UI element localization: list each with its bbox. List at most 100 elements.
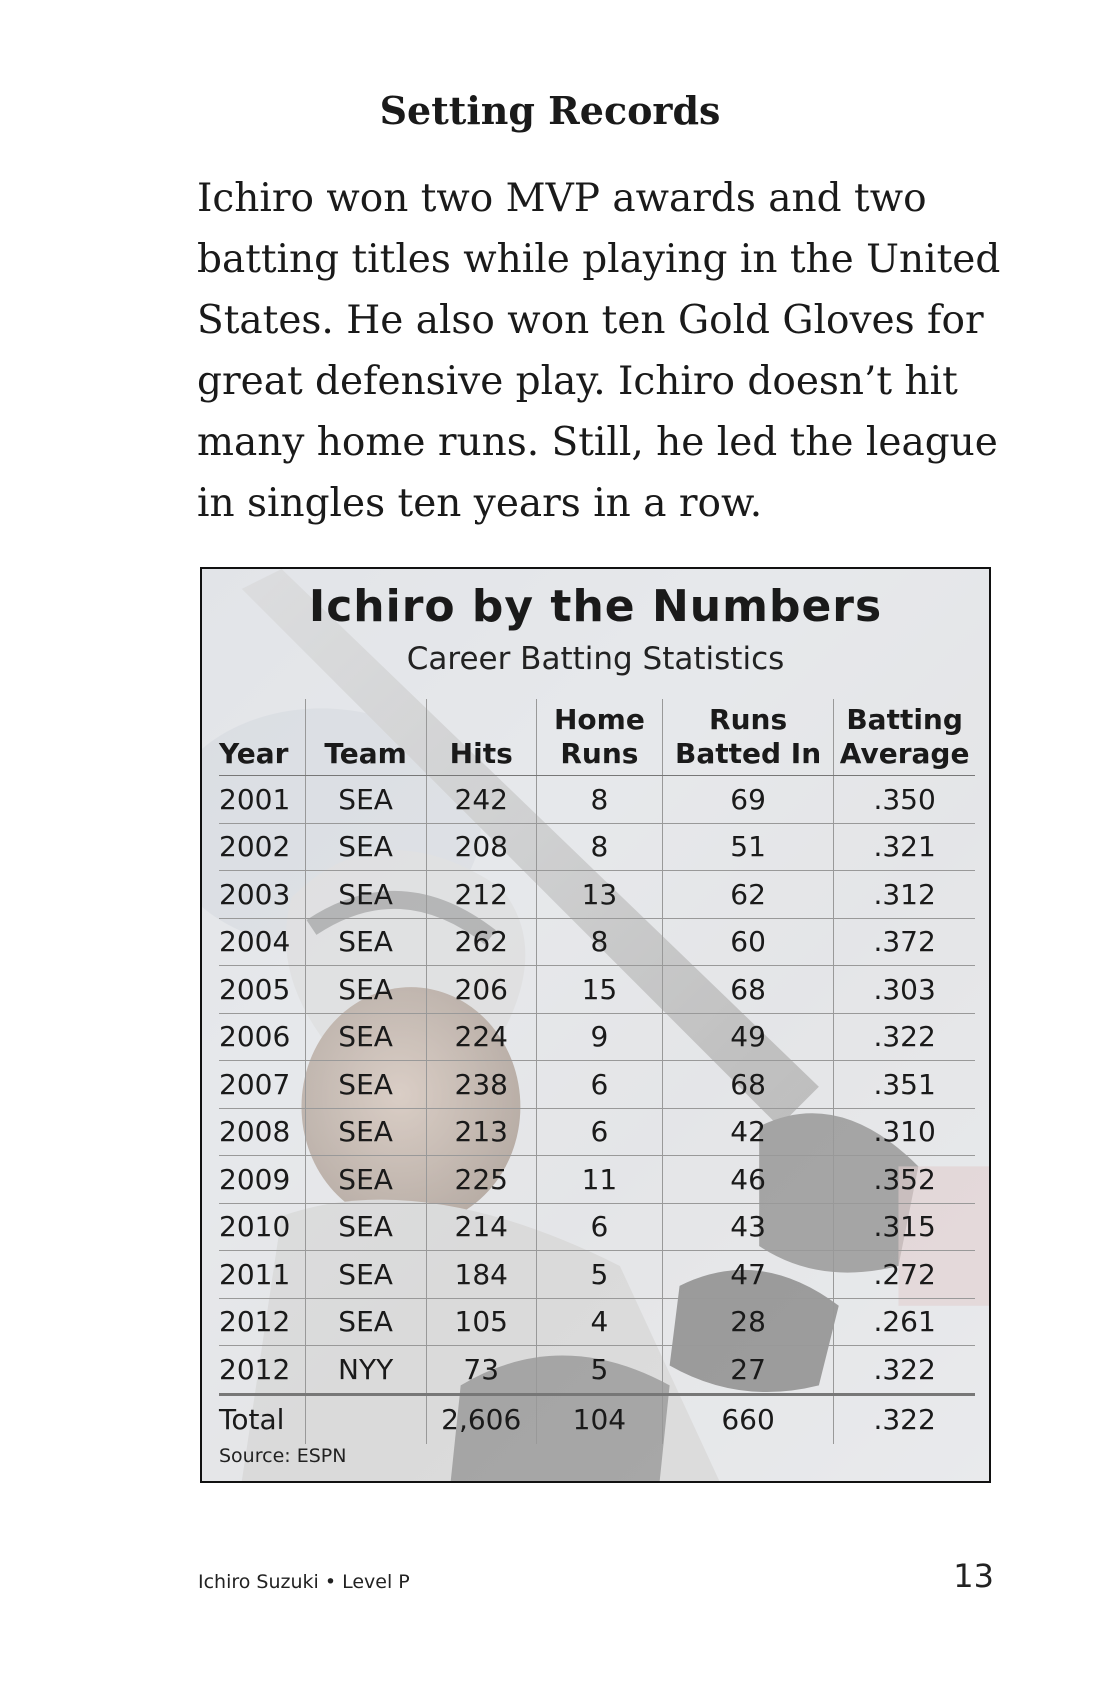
cell-rbi: 42 (661, 1108, 834, 1156)
table-header-row: Year Team Hits Home Runs Runs Batted In Ba… (219, 699, 975, 776)
cell-hits: 184 (425, 1250, 537, 1299)
cell-team: NYY (304, 1345, 427, 1395)
cell-home-runs: 8 (535, 918, 663, 966)
table-row: 2010 SEA 214 6 43 .315 (219, 1203, 975, 1251)
cell-rbi: 28 (661, 1298, 834, 1346)
cell-rbi: 49 (661, 1013, 834, 1061)
total-average: .322 (833, 1392, 975, 1444)
cell-home-runs: 5 (535, 1250, 663, 1299)
page-number: 13 (953, 1557, 994, 1595)
cell-average: .272 (833, 1250, 975, 1299)
cell-team: SEA (304, 775, 427, 824)
stats-sidebar: Ichiro by the Numbers Career Batting Sta… (200, 567, 991, 1483)
cell-hits: 214 (425, 1203, 537, 1251)
cell-team: SEA (304, 1060, 427, 1109)
cell-home-runs: 13 (535, 870, 663, 919)
cell-average: .350 (833, 775, 975, 824)
body-paragraph: Ichiro won two MVP awards and two battin… (197, 168, 1017, 534)
cell-year: 2007 (219, 1060, 306, 1109)
cell-hits: 105 (425, 1298, 537, 1346)
cell-home-runs: 9 (535, 1013, 663, 1061)
cell-team: SEA (304, 1155, 427, 1204)
table-row: 2007 SEA 238 6 68 .351 (219, 1060, 975, 1109)
cell-rbi: 46 (661, 1155, 834, 1204)
total-team (304, 1392, 427, 1444)
cell-team: SEA (304, 1203, 427, 1251)
cell-home-runs: 8 (535, 823, 663, 871)
paragraph-line: States. He also won ten Gold Gloves for (197, 298, 984, 343)
cell-hits: 73 (425, 1345, 537, 1395)
cell-year: 2002 (219, 823, 306, 871)
stats-subtitle: Career Batting Statistics (406, 641, 785, 677)
cell-rbi: 47 (661, 1250, 834, 1299)
cell-average: .351 (833, 1060, 975, 1109)
cell-hits: 238 (425, 1060, 537, 1109)
table-row: 2004 SEA 262 8 60 .372 (219, 918, 975, 966)
cell-average: .312 (833, 870, 975, 919)
total-hits: 2,606 (425, 1392, 537, 1444)
cell-rbi: 68 (661, 965, 834, 1014)
header-batting-average: Batting Average (833, 699, 975, 776)
cell-year: 2004 (219, 918, 306, 966)
cell-home-runs: 6 (535, 1060, 663, 1109)
cell-hits: 206 (425, 965, 537, 1014)
cell-average: .322 (833, 1345, 975, 1395)
cell-home-runs: 6 (535, 1108, 663, 1156)
cell-home-runs: 5 (535, 1345, 663, 1395)
paragraph-line: batting titles while playing in the Unit… (197, 237, 1001, 282)
cell-rbi: 69 (661, 775, 834, 824)
cell-year: 2012 (219, 1298, 306, 1346)
total-rbi: 660 (661, 1392, 834, 1444)
cell-hits: 208 (425, 823, 537, 871)
cell-year: 2006 (219, 1013, 306, 1061)
cell-home-runs: 15 (535, 965, 663, 1014)
cell-average: .315 (833, 1203, 975, 1251)
cell-team: SEA (304, 823, 427, 871)
total-row: Total 2,606 104 660 .322 (219, 1392, 975, 1444)
table-row: 2011 SEA 184 5 47 .272 (219, 1250, 975, 1299)
table-row: 2006 SEA 224 9 49 .322 (219, 1013, 975, 1061)
table-row: 2005 SEA 206 15 68 .303 (219, 965, 975, 1014)
table-row: 2008 SEA 213 6 42 .310 (219, 1108, 975, 1156)
table-row: 2012 NYY 73 5 27 .322 (219, 1345, 975, 1395)
cell-team: SEA (304, 1250, 427, 1299)
cell-hits: 213 (425, 1108, 537, 1156)
table-row: 2003 SEA 212 13 62 .312 (219, 870, 975, 919)
cell-rbi: 51 (661, 823, 834, 871)
cell-rbi: 27 (661, 1345, 834, 1395)
footer-book-title: Ichiro Suzuki • Level P (198, 1571, 410, 1593)
cell-hits: 225 (425, 1155, 537, 1204)
cell-year: 2012 (219, 1345, 306, 1395)
cell-rbi: 43 (661, 1203, 834, 1251)
cell-year: 2009 (219, 1155, 306, 1204)
header-year: Year (219, 699, 306, 776)
cell-year: 2010 (219, 1203, 306, 1251)
cell-year: 2005 (219, 965, 306, 1014)
table-row: 2009 SEA 225 11 46 .352 (219, 1155, 975, 1204)
cell-home-runs: 8 (535, 775, 663, 824)
cell-team: SEA (304, 1013, 427, 1061)
cell-year: 2003 (219, 870, 306, 919)
page-heading: Setting Records (379, 88, 721, 133)
cell-average: .322 (833, 1013, 975, 1061)
paragraph-line: in singles ten years in a row. (197, 481, 763, 526)
source-note: Source: ESPN (219, 1445, 347, 1467)
cell-average: .310 (833, 1108, 975, 1156)
cell-hits: 212 (425, 870, 537, 919)
cell-rbi: 68 (661, 1060, 834, 1109)
cell-year: 2008 (219, 1108, 306, 1156)
table-row: 2001 SEA 242 8 69 .350 (219, 775, 975, 824)
cell-average: .303 (833, 965, 975, 1014)
header-home-runs: Home Runs (535, 699, 663, 776)
total-label: Total (219, 1392, 306, 1444)
header-runs-batted-in: Runs Batted In (661, 699, 834, 776)
cell-year: 2011 (219, 1250, 306, 1299)
paragraph-line: Ichiro won two MVP awards and two (197, 176, 927, 221)
cell-rbi: 60 (661, 918, 834, 966)
batting-stats-table: Year Team Hits Home Runs Runs Batted In Ba… (219, 699, 975, 1444)
cell-hits: 242 (425, 775, 537, 824)
cell-team: SEA (304, 870, 427, 919)
header-hits: Hits (425, 699, 537, 776)
cell-team: SEA (304, 1298, 427, 1346)
cell-home-runs: 11 (535, 1155, 663, 1204)
